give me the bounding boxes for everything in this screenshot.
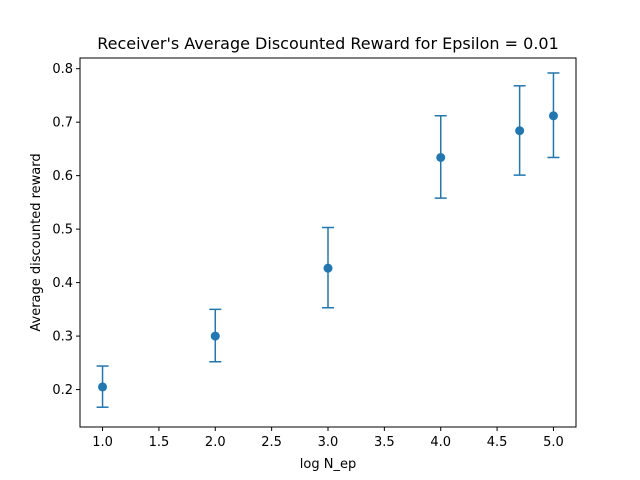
plot-frame [79, 57, 577, 428]
data-point [548, 111, 558, 121]
data-point [515, 126, 525, 136]
plot-marks [96, 72, 560, 408]
y-tick-label: 0.5 [52, 223, 73, 238]
y-tick-label: 0.2 [52, 383, 73, 398]
y-tick-label: 0.4 [52, 276, 73, 291]
x-tick-label: 3.5 [374, 435, 395, 450]
y-tick-label: 0.8 [52, 62, 73, 77]
chart-title: Receiver's Average Discounted Reward for… [97, 34, 559, 53]
x-tick-label: 4.0 [430, 435, 451, 450]
y-axis-label: Average discounted reward [29, 153, 44, 331]
x-tick-label: 2.5 [261, 435, 282, 450]
x-tick-label: 5.0 [543, 435, 564, 450]
data-point [210, 331, 220, 341]
data-point [436, 152, 446, 162]
x-tick-label: 1.5 [149, 435, 170, 450]
x-tick-label: 1.0 [92, 435, 113, 450]
y-tick-label: 0.3 [52, 330, 73, 345]
x-tick-label: 3.0 [318, 435, 339, 450]
y-axis-ticks: 0.2 0.3 0.4 0.5 0.6 0.7 0.8 [52, 62, 80, 398]
x-tick-label: 4.5 [487, 435, 508, 450]
x-tick-label: 2.0 [205, 435, 226, 450]
y-tick-label: 0.6 [52, 169, 73, 184]
y-tick-label: 0.7 [52, 116, 73, 131]
x-axis-label: log N_ep [300, 457, 356, 472]
data-point [323, 263, 333, 273]
data-point [98, 382, 108, 392]
x-axis-ticks: 1.0 1.5 2.0 2.5 3.0 3.5 4.0 4.5 5.0 [92, 427, 564, 450]
